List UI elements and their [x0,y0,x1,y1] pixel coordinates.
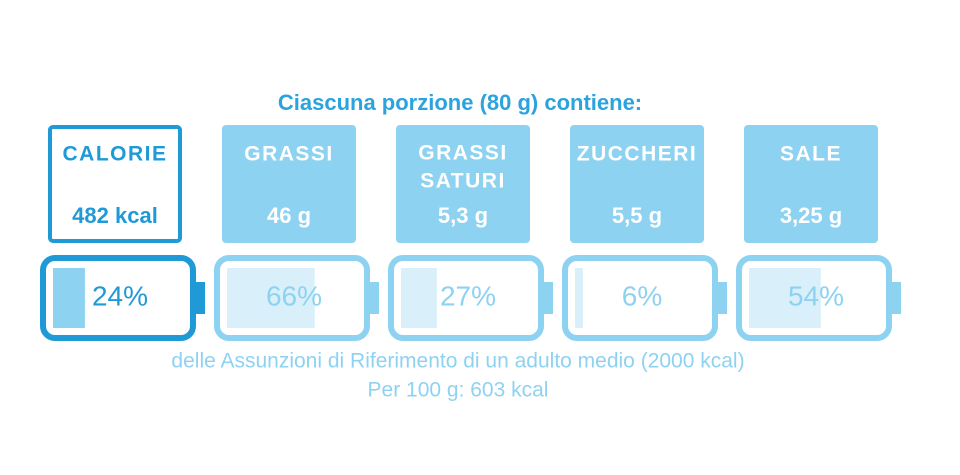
battery-fill [401,268,437,328]
item-box [570,125,704,243]
battery-cap [718,282,727,314]
item-box [48,125,182,243]
battery-cap [892,282,901,314]
battery-percent: 24% [92,280,148,311]
battery-cap [196,282,205,314]
footer-line: Per 100 g: 603 kcal [368,379,549,402]
battery-fill [749,268,821,328]
battery-fill [53,268,85,328]
item-name: SALE [780,143,842,166]
item-name: ZUCCHERI [577,143,698,166]
item-name: GRASSI [244,143,334,166]
item-name: GRASSI [418,142,508,165]
battery-fill [575,268,583,328]
item-name: CALORIE [63,143,168,166]
battery-cap [544,282,553,314]
battery-percent: 54% [788,280,844,311]
header: Ciascuna porzione (80 g) contiene: [278,90,642,115]
item-amount: 3,25 g [780,203,842,228]
battery-fill [227,268,315,328]
item-box [744,125,878,243]
battery-percent: 27% [440,280,496,311]
item-amount: 5,3 g [438,203,488,228]
item-box [396,125,530,243]
item-amount: 5,5 g [612,203,662,228]
battery-percent: 66% [266,280,322,311]
item-amount: 46 g [267,203,311,228]
battery-cap [370,282,379,314]
item-name: SATURI [420,170,506,193]
battery-body [562,255,718,341]
item-box [222,125,356,243]
battery-percent: 6% [622,280,662,311]
item-amount: 482 kcal [72,203,158,228]
footer-line: delle Assunzioni di Riferimento di un ad… [171,350,744,373]
